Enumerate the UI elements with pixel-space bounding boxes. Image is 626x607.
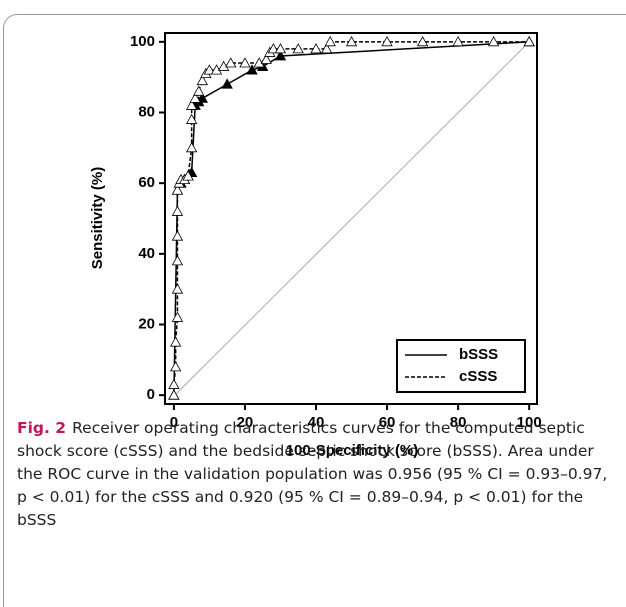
- marker: [193, 85, 205, 96]
- marker: [171, 311, 184, 322]
- y-tick-label: 60: [138, 174, 155, 191]
- marker: [239, 57, 251, 68]
- x-tick-label: 20: [237, 414, 254, 431]
- x-tick-label: 40: [308, 414, 325, 431]
- y-tick-label: 40: [138, 245, 155, 262]
- marker: [221, 78, 233, 89]
- marker: [452, 36, 464, 47]
- y-tick-label: 20: [138, 315, 155, 332]
- legend-box: [396, 339, 526, 393]
- marker: [189, 92, 201, 103]
- marker: [185, 113, 198, 124]
- marker: [185, 99, 198, 110]
- x-axis-label: 100-Specificity (%): [286, 442, 419, 459]
- marker: [416, 36, 429, 47]
- marker: [267, 43, 280, 54]
- legend-label: cSSS: [459, 368, 497, 385]
- x-tick-label: 100: [517, 414, 542, 431]
- x-tick-label: 80: [450, 414, 467, 431]
- marker: [171, 205, 184, 216]
- marker: [320, 43, 333, 54]
- marker: [345, 36, 358, 47]
- marker: [292, 43, 304, 54]
- marker: [487, 36, 500, 47]
- marker: [196, 92, 208, 103]
- y-tick-label: 0: [147, 386, 155, 403]
- legend-label: bSSS: [459, 346, 498, 363]
- reference-line: [173, 41, 530, 397]
- marker: [381, 36, 393, 47]
- marker: [246, 64, 258, 75]
- marker: [171, 255, 184, 266]
- caption-text: Receiver operating characteristics curve…: [17, 419, 608, 529]
- y-tick-label: 80: [138, 103, 155, 120]
- marker: [169, 361, 182, 372]
- marker: [523, 36, 535, 47]
- marker: [274, 50, 287, 61]
- marker: [203, 64, 216, 75]
- marker: [225, 57, 237, 68]
- marker: [169, 336, 182, 347]
- marker: [324, 36, 336, 47]
- frame: [3, 14, 626, 607]
- x-tick-label: 0: [170, 414, 178, 431]
- plot-frame: [164, 32, 538, 405]
- marker: [171, 230, 184, 241]
- marker: [185, 142, 198, 153]
- y-axis-label: Sensitivity (%): [89, 167, 106, 270]
- marker: [171, 283, 184, 294]
- marker: [274, 43, 287, 54]
- marker: [168, 389, 180, 400]
- marker: [196, 74, 208, 86]
- x-tick-label: 60: [379, 414, 396, 431]
- y-tick-label: 100: [130, 33, 155, 50]
- marker: [171, 184, 184, 195]
- marker: [182, 170, 194, 181]
- caption-label: Fig. 2: [17, 419, 67, 437]
- marker: [168, 378, 180, 389]
- caption: Fig. 2 Receiver operating characteristics…: [17, 417, 617, 532]
- marker: [260, 53, 272, 64]
- marker: [310, 43, 322, 54]
